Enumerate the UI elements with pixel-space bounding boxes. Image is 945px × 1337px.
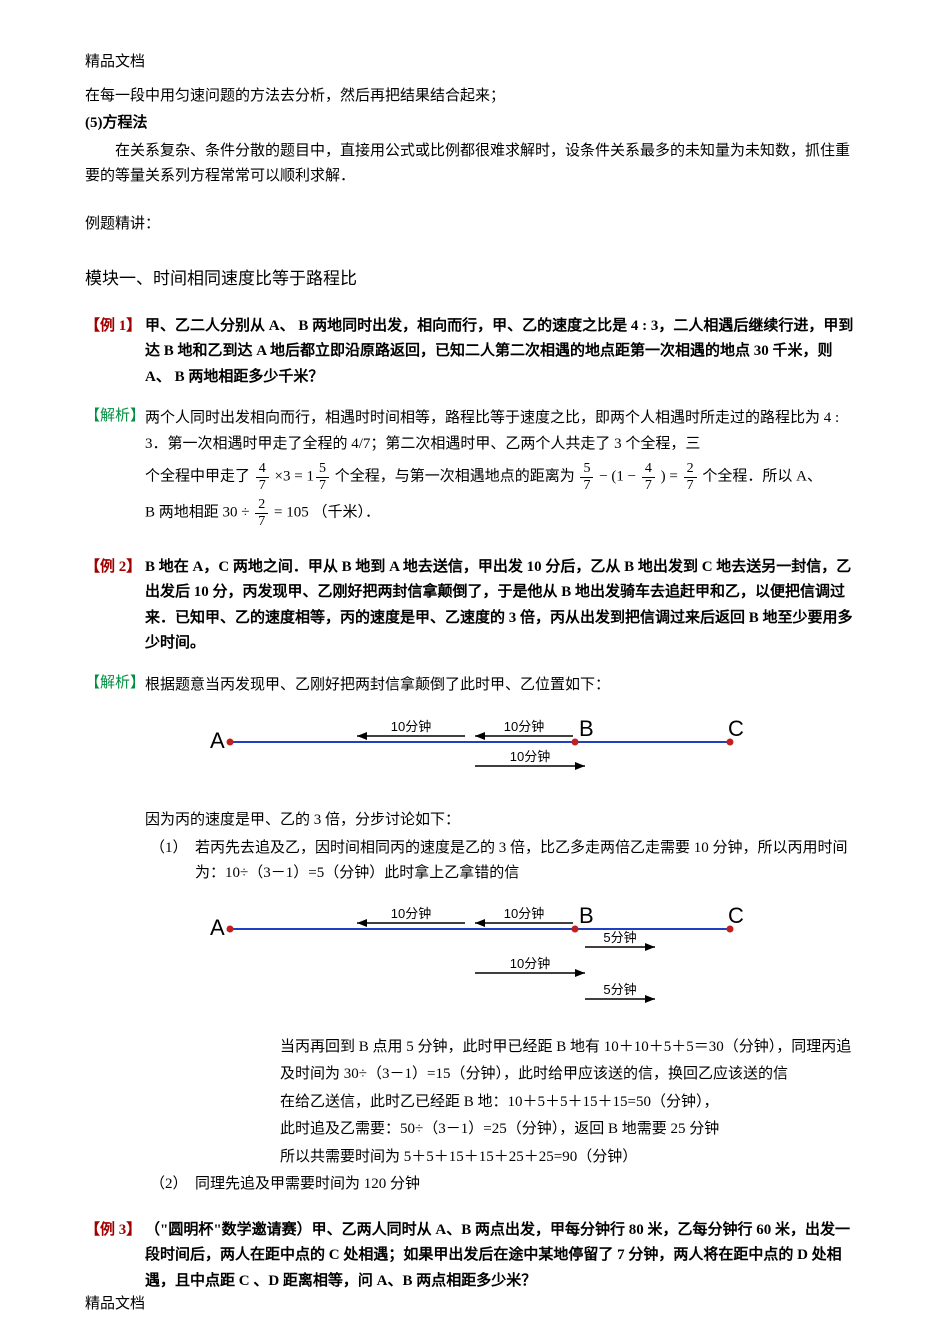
svg-text:C: C <box>728 903 744 928</box>
sub-number: （1） <box>150 836 195 887</box>
analysis-tag: 【解析】 <box>85 671 145 701</box>
ex1-a1: 两个人同时出发相向而行，相遇时时间相等，路程比等于速度之比，即两个人相遇时所走过… <box>145 406 860 457</box>
analysis-tag: 【解析】 <box>85 404 145 533</box>
text-span: 30 <box>223 505 238 521</box>
text-span: 个全程．所以 A、 <box>702 469 822 485</box>
svg-text:10分钟: 10分钟 <box>504 719 544 734</box>
fraction: 47 <box>256 461 269 493</box>
method5-body: 在关系复杂、条件分散的题目中，直接用公式或比例都很难求解时，设条件关系最多的未知… <box>85 139 860 190</box>
text-span: ) = <box>661 469 678 485</box>
svg-text:5分钟: 5分钟 <box>603 982 636 997</box>
ex1-math-2: B 两地相距 30 ÷ 27 = 105 （千米）． <box>145 497 860 529</box>
text-span: B 两地相距 <box>145 505 219 521</box>
header: 精品文档 <box>85 50 860 76</box>
diagram-1: A B C 10分钟 10分钟 10分钟 <box>185 714 860 794</box>
ex2-after-line: 在给乙送信，此时乙已经距 B 地：10＋5＋5＋15＋15=50（分钟）， <box>280 1090 860 1116</box>
svg-text:B: B <box>579 903 594 928</box>
text-span: = 105 <box>274 505 309 521</box>
example-1-analysis: 【解析】 两个人同时出发相向而行，相遇时时间相等，路程比等于速度之比，即两个人相… <box>85 404 860 533</box>
text-span: （千米）． <box>312 505 380 521</box>
example-3-question: （"圆明杯"数学邀请赛）甲、乙两人同时从 A、B 两点出发，甲每分钟行 80 米… <box>145 1218 860 1295</box>
fraction: 47 <box>642 461 655 493</box>
svg-text:10分钟: 10分钟 <box>504 906 544 921</box>
svg-text:10分钟: 10分钟 <box>391 906 431 921</box>
svg-text:10分钟: 10分钟 <box>510 956 550 971</box>
example-2: 【例 2】 B 地在 A，C 两地之间．甲从 B 地到 A 地去送信，甲出发 1… <box>85 555 860 657</box>
ex2-after-block: 当丙再回到 B 点用 5 分钟，此时甲已经距 B 地有 10＋10＋5＋5＝30… <box>280 1035 860 1171</box>
svg-text:10分钟: 10分钟 <box>510 749 550 764</box>
svg-text:5分钟: 5分钟 <box>603 930 636 945</box>
example-tag: 【例 2】 <box>85 555 145 657</box>
ex2-sub2-body: 同理先追及甲需要时间为 120 分钟 <box>195 1172 860 1198</box>
svg-text:10分钟: 10分钟 <box>391 719 431 734</box>
lecture-title: 例题精讲： <box>85 212 860 238</box>
text-span: 个全程，与第一次相遇地点的距离为 <box>335 469 575 485</box>
ex2-sub2: （2） 同理先追及甲需要时间为 120 分钟 <box>150 1172 860 1198</box>
text-span: − (1 − <box>599 469 636 485</box>
ex1-math-1: 个全程中甲走了 47 ×3 = 157 个全程，与第一次相遇地点的距离为 57 … <box>145 461 860 493</box>
ex2-sub1: （1） 若丙先去追及乙，因时间相同丙的速度是乙的 3 倍，比乙多走两倍乙走需要 … <box>150 836 860 887</box>
example-1-question: 甲、乙二人分别从 A、 B 两地同时出发，相向而行，甲、乙的速度之比是 4 : … <box>145 314 860 391</box>
fraction: 57 <box>316 461 329 493</box>
example-1-analysis-body: 两个人同时出发相向而行，相遇时时间相等，路程比等于速度之比，即两个人相遇时所走过… <box>145 404 860 533</box>
example-2-analysis: 【解析】 根据题意当丙发现甲、乙刚好把两封信拿颠倒了此时甲、乙位置如下： <box>85 671 860 701</box>
text-span: 1 <box>306 469 314 485</box>
fraction: 27 <box>684 461 697 493</box>
text-span: ÷ <box>241 505 249 521</box>
fraction: 27 <box>255 497 268 529</box>
ex2-after-line: 及时间为 30÷（3－1）=15（分钟），此时给甲应该送的信，换回乙应该送的信 <box>280 1062 860 1088</box>
example-tag: 【例 3】 <box>85 1218 145 1295</box>
svg-text:A: A <box>210 915 225 940</box>
ex2-a1: 根据题意当丙发现甲、乙刚好把两封信拿颠倒了此时甲、乙位置如下： <box>145 673 860 699</box>
example-2-analysis-body: 根据题意当丙发现甲、乙刚好把两封信拿颠倒了此时甲、乙位置如下： <box>145 671 860 701</box>
sub-number: （2） <box>150 1172 195 1198</box>
ex2-after-line: 当丙再回到 B 点用 5 分钟，此时甲已经距 B 地有 10＋10＋5＋5＝30… <box>280 1035 860 1061</box>
fraction: 57 <box>580 461 593 493</box>
method5-title: (5)方程法 <box>85 111 860 137</box>
svg-text:C: C <box>728 716 744 741</box>
ex2-after-line: 所以共需要时间为 5＋5＋15＋15＋25＋25=90（分钟） <box>280 1145 860 1171</box>
text-span: 个全程中甲走了 <box>145 469 250 485</box>
footer: 精品文档 <box>85 1292 145 1318</box>
example-3: 【例 3】 （"圆明杯"数学邀请赛）甲、乙两人同时从 A、B 两点出发，甲每分钟… <box>85 1218 860 1295</box>
ex2-after-line: 此时追及乙需要：50÷（3－1）=25（分钟），返回 B 地需要 25 分钟 <box>280 1117 860 1143</box>
page: 精品文档 在每一段中用匀速问题的方法去分析，然后再把结果结合起来； (5)方程法… <box>0 0 945 1337</box>
diagram-2: A B C 10分钟 10分钟 5分钟 10分钟 5分钟 <box>185 901 860 1021</box>
intro-line1: 在每一段中用匀速问题的方法去分析，然后再把结果结合起来； <box>85 84 860 110</box>
example-1: 【例 1】 甲、乙二人分别从 A、 B 两地同时出发，相向而行，甲、乙的速度之比… <box>85 314 860 391</box>
module-title: 模块一、时间相同速度比等于路程比 <box>85 265 860 294</box>
diagram-1-svg: A B C 10分钟 10分钟 10分钟 <box>185 714 745 794</box>
diagram-2-svg: A B C 10分钟 10分钟 5分钟 10分钟 5分钟 <box>185 901 745 1021</box>
example-tag: 【例 1】 <box>85 314 145 391</box>
ex2-sub1-body: 若丙先去追及乙，因时间相同丙的速度是乙的 3 倍，比乙多走两倍乙走需要 10 分… <box>195 836 860 887</box>
svg-text:A: A <box>210 728 225 753</box>
ex2-a2: 因为丙的速度是甲、乙的 3 倍，分步讨论如下： <box>145 808 860 834</box>
text-span: ×3 = <box>275 469 303 485</box>
example-2-question: B 地在 A，C 两地之间．甲从 B 地到 A 地去送信，甲出发 10 分后，乙… <box>145 555 860 657</box>
svg-text:B: B <box>579 716 594 741</box>
